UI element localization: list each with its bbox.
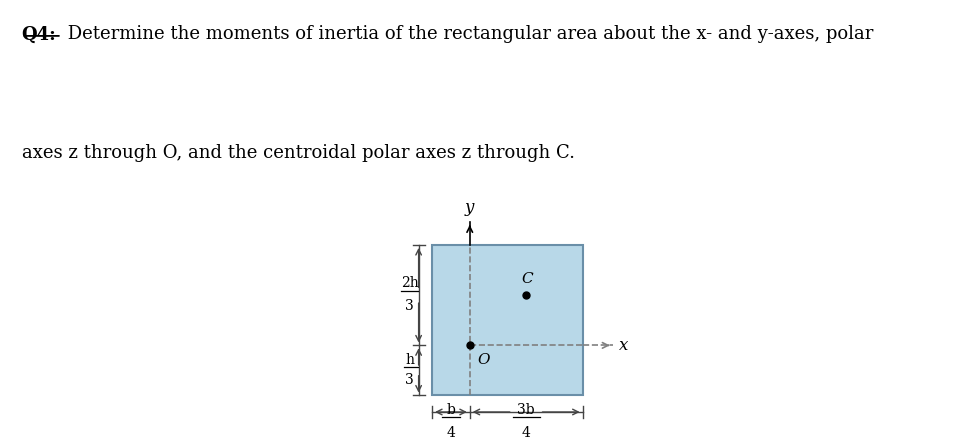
Text: axes z through O, and the centroidal polar axes z through C.: axes z through O, and the centroidal pol… <box>22 143 574 161</box>
Text: 3: 3 <box>405 299 414 313</box>
Text: b: b <box>447 403 456 417</box>
Text: 4: 4 <box>521 425 530 440</box>
Text: O: O <box>477 353 490 367</box>
Text: 3b: 3b <box>517 403 535 417</box>
Text: x: x <box>618 337 628 354</box>
Text: 4: 4 <box>447 425 456 440</box>
Text: y: y <box>466 199 474 216</box>
Text: C: C <box>521 272 533 286</box>
Text: Q4:: Q4: <box>22 26 56 44</box>
Text: Determine the moments of inertia of the rectangular area about the x- and y-axes: Determine the moments of inertia of the … <box>62 26 873 44</box>
Bar <box>432 245 582 396</box>
Text: 2h: 2h <box>401 276 418 290</box>
Text: h: h <box>405 352 415 367</box>
Text: 3: 3 <box>405 373 414 387</box>
